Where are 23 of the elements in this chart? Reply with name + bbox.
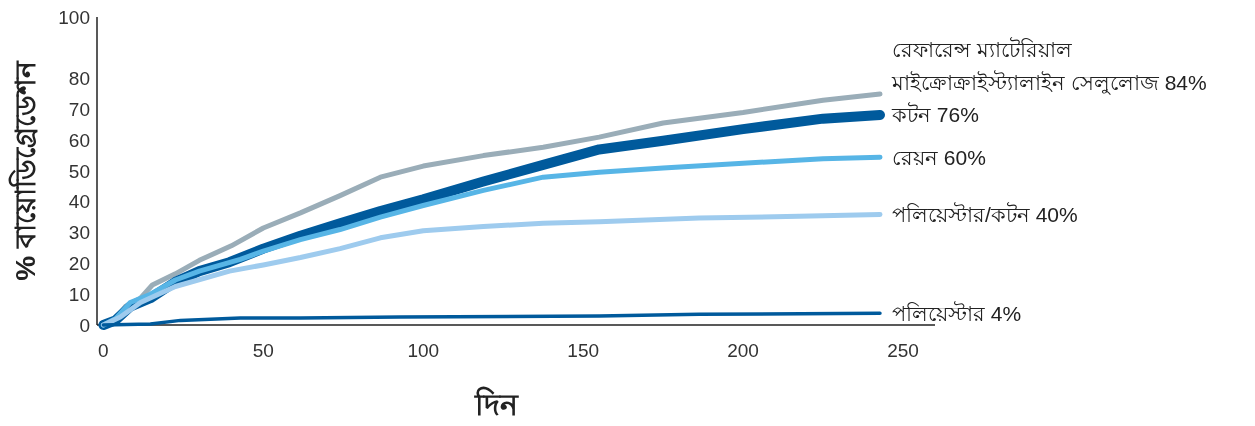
y-tick-label: 10 — [68, 283, 90, 305]
y-tick-label: 0 — [79, 314, 90, 336]
y-tick-label: 50 — [68, 160, 90, 182]
y-tick-label: 40 — [68, 191, 90, 213]
series-label: কটন 76% — [890, 102, 979, 127]
x-tick-label: 150 — [567, 340, 600, 361]
x-axis-title: দিন — [473, 386, 519, 421]
x-tick-label: 250 — [887, 340, 919, 361]
y-tick-label: 100 — [58, 6, 90, 28]
x-tick-label: 100 — [407, 340, 440, 361]
y-tick-label: 20 — [68, 252, 90, 274]
x-tick-label: 50 — [252, 340, 274, 361]
y-tick-label: 80 — [68, 68, 90, 90]
x-tick-label: 200 — [727, 340, 759, 361]
x-tick-label: 0 — [98, 340, 109, 361]
y-tick-label: 60 — [68, 129, 90, 151]
y-axis-title: % বায়োডিগ্রেডেশন — [7, 60, 41, 281]
series-label: রেয়ন 60% — [891, 145, 986, 169]
series-label: রেফারেন্স ম্যাটেরিয়াল মাইক্রোক্রাইস্ট্যালাইন সেলুলোজ 84% — [890, 36, 1207, 95]
series-label: পলিয়েস্টার/কটন 40% — [891, 201, 1078, 226]
y-tick-label: 30 — [68, 222, 90, 244]
series-label: পলিয়েস্টার 4% — [891, 300, 1022, 325]
y-tick-label: 70 — [68, 98, 90, 120]
